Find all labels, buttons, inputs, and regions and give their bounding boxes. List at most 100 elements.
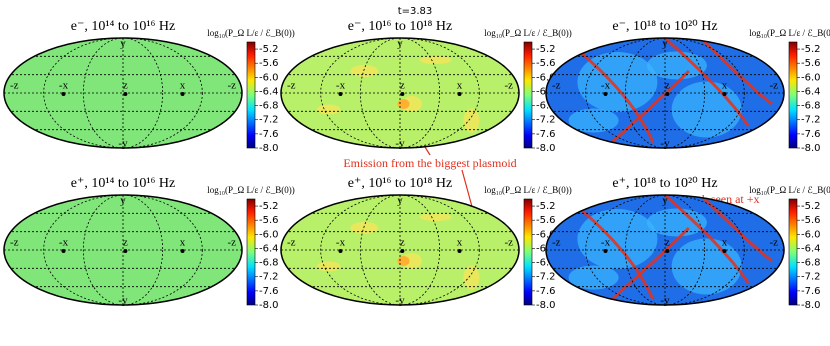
map-feature (664, 38, 750, 127)
colorbar-tick-label: -6.8 (801, 258, 821, 269)
sky-map: e⁻, 10¹⁶ to 10¹⁸ Hz -z -x z x -z y -y log₁₀(P_Ω … (280, 19, 572, 154)
colorbar-tick-label: -6.4 (801, 243, 821, 254)
meridian (43, 38, 203, 148)
colorbar-tick-label: -7.2 (259, 272, 279, 283)
sky-map: e⁺, 10¹⁶ to 10¹⁸ Hz -z -x z x -z y -y log₁₀(P_Ω … (280, 176, 572, 311)
map-feature (646, 208, 707, 237)
meridian (320, 38, 480, 148)
axis-label: -x (336, 237, 346, 249)
map-image (546, 195, 784, 305)
colorbar-tick-label: -6.8 (801, 101, 821, 112)
map-outline (280, 194, 520, 306)
sky-map: e⁻, 10¹⁴ to 10¹⁶ Hz -z -x z x -z y -y log₁₀(P_Ω … (3, 19, 295, 154)
axis-label: -y (660, 295, 670, 307)
colorbar-tick-label: -6.0 (536, 72, 556, 83)
colorbar-tick-label: -8.0 (801, 300, 821, 311)
axis-label: z (123, 237, 128, 249)
map-feature (646, 51, 707, 80)
meridian (320, 195, 480, 305)
axis-label: -z (505, 237, 514, 249)
map-feature (397, 99, 410, 109)
axis-label: y (120, 38, 126, 50)
axis-label: z (400, 80, 405, 92)
colorbar-tick-label: -5.2 (536, 44, 556, 55)
colorbar-tick-label: -7.2 (801, 115, 821, 126)
colorbar-tick-label: -5.2 (801, 44, 821, 55)
colorbar-tick-label: -6.0 (536, 229, 556, 240)
axis-label: z (665, 80, 670, 92)
axis-point (722, 92, 727, 96)
map-feature (664, 195, 750, 284)
axis-label: x (722, 80, 728, 92)
axis-point (338, 92, 343, 96)
axis-label: -x (601, 237, 611, 249)
figure-title: t=3.83 (398, 6, 433, 17)
colorbar (788, 41, 798, 149)
axis-label: z (665, 237, 670, 249)
axis-label: -z (770, 237, 779, 249)
axis-point (603, 249, 608, 253)
colorbar-tick-label: -5.2 (801, 201, 821, 212)
colorbar-tick-label: -6.0 (801, 229, 821, 240)
meridian (43, 195, 203, 305)
map-image (4, 38, 242, 148)
colorbar-tick-label: -7.6 (801, 286, 821, 297)
axis-label: -z (228, 237, 237, 249)
axis-point (123, 92, 128, 96)
map-feature (419, 56, 452, 64)
colorbar-tick-label: -5.6 (801, 58, 821, 69)
map-image (4, 195, 242, 305)
axis-label: y (662, 195, 668, 207)
colorbar-tick-label: -6.8 (259, 258, 279, 269)
colorbar-tick-label: -8.0 (536, 300, 556, 311)
axis-label: y (397, 38, 403, 50)
axis-label: x (722, 237, 728, 249)
colorbar-tick-label: -5.6 (259, 215, 279, 226)
meridian (82, 195, 164, 305)
map-feature (699, 195, 773, 263)
axis-label: y (662, 38, 668, 50)
colorbar-tick-label: -5.6 (536, 215, 556, 226)
axis-point (180, 92, 185, 96)
map-outline (545, 37, 785, 149)
axis-label: -z (287, 237, 296, 249)
colorbar-tick-label: -7.6 (259, 286, 279, 297)
map-feature (568, 265, 619, 290)
map-feature (568, 199, 655, 301)
map-feature (350, 222, 379, 234)
colorbar-tick-label: -7.6 (259, 129, 279, 140)
colorbar-tick-label: -8.0 (259, 300, 279, 311)
colorbar-tick-label: -7.2 (801, 272, 821, 283)
colorbar (788, 198, 798, 306)
axis-label: x (180, 237, 186, 249)
axis-point (61, 92, 66, 96)
axis-label: x (180, 80, 186, 92)
colorbar-label: log₁₀(P_Ω L/ε / ℰ_B(0)) (484, 185, 571, 195)
map-feature (568, 108, 619, 133)
colorbar-tick-label: -5.6 (259, 58, 279, 69)
colorbar-tick-label: -7.2 (259, 115, 279, 126)
colorbar-tick-label: -6.8 (536, 101, 556, 112)
map-feature (604, 226, 690, 305)
map-feature (463, 265, 480, 290)
map-outline (545, 194, 785, 306)
map-feature (671, 238, 742, 295)
axis-label: -z (10, 237, 19, 249)
colorbar (246, 41, 256, 149)
axis-label: -z (770, 80, 779, 92)
axis-point (665, 249, 670, 253)
axis-label: y (120, 195, 126, 207)
colorbar-label: log₁₀(P_Ω L/ε / ℰ_B(0)) (749, 185, 830, 195)
axis-label: z (400, 237, 405, 249)
map-feature (671, 81, 742, 138)
axis-label: -z (552, 237, 561, 249)
colorbar-tick-label: -6.8 (536, 258, 556, 269)
colorbar-tick-label: -6.8 (259, 101, 279, 112)
meridian (359, 195, 441, 305)
axis-point (180, 249, 185, 253)
axis-point (722, 249, 727, 253)
axis-label: -y (395, 295, 405, 307)
colorbar-tick-label: -5.2 (259, 201, 279, 212)
map-feature (316, 261, 341, 272)
